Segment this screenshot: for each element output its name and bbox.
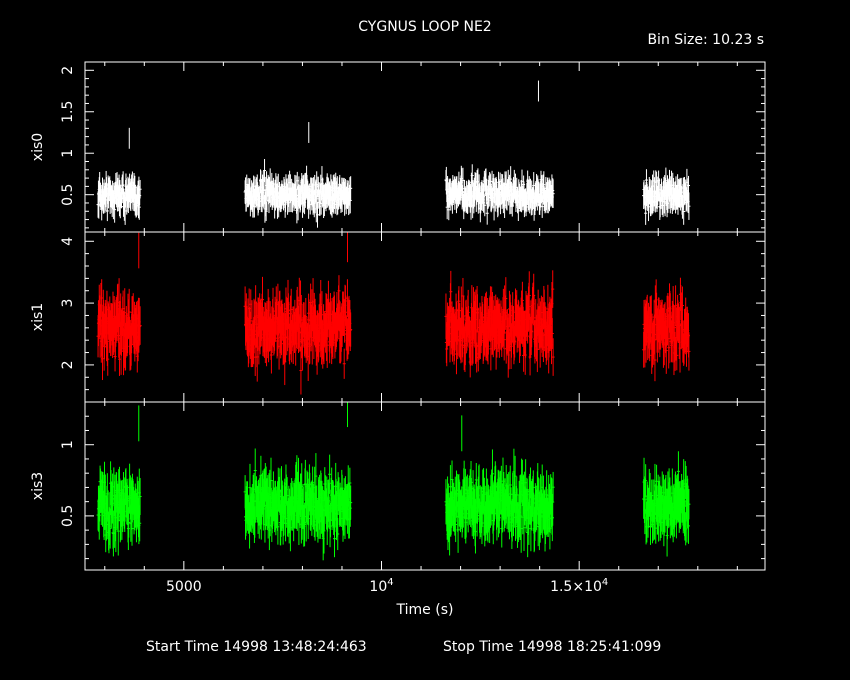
xis0-y-tick-label: 2 bbox=[60, 66, 76, 75]
xis0-y-tick-label: 0.5 bbox=[60, 184, 76, 206]
x-tick-label: 5000 bbox=[166, 579, 202, 595]
xis1-y-tick-label: 3 bbox=[60, 299, 76, 308]
x-tick-label: 104 bbox=[369, 577, 393, 595]
xis0-axis-label: xis0 bbox=[30, 133, 46, 161]
panels: 0.5 1 1.5 2 xis0 2 3 4 xis1 0.5 1 xis3 5000 104 1.5×10… bbox=[30, 61, 766, 595]
xis3-points bbox=[96, 402, 691, 561]
x-axis-label: Time (s) bbox=[396, 602, 454, 618]
start-time-label: Start Time 14998 13:48:24:463 bbox=[146, 639, 367, 655]
bin-size-label: Bin Size: 10.23 s bbox=[647, 32, 764, 48]
xis3-y-ticks bbox=[85, 415, 765, 560]
xis1-points bbox=[96, 232, 691, 395]
xis0-y-tick-label: 1.5 bbox=[60, 101, 76, 123]
stop-time-label: Stop Time 14998 18:25:41:099 bbox=[443, 639, 661, 655]
xis0-y-ticks bbox=[85, 69, 765, 229]
x-tick-label: 1.5×104 bbox=[550, 577, 608, 595]
xis1-x-ticks bbox=[104, 232, 738, 402]
chart-title: CYGNUS LOOP NE2 bbox=[358, 19, 491, 35]
xis3-frame bbox=[84, 401, 766, 571]
panel-xis3: 0.5 1 xis3 bbox=[30, 401, 766, 571]
xis3-axis-label: xis3 bbox=[30, 472, 46, 500]
xis0-y-tick-label: 1 bbox=[60, 149, 76, 158]
xis0-points bbox=[96, 80, 691, 228]
xis1-y-ticks bbox=[85, 240, 765, 391]
panel-xis1: 2 3 4 xis1 bbox=[30, 231, 766, 403]
xis0-x-ticks bbox=[104, 62, 738, 232]
xis3-y-tick-label: 1 bbox=[60, 440, 76, 449]
xis3-x-ticks bbox=[104, 402, 738, 570]
xis1-y-tick-label: 4 bbox=[60, 237, 76, 246]
panel-xis0: 0.5 1 1.5 2 xis0 bbox=[30, 61, 766, 233]
xis3-y-tick-label: 0.5 bbox=[60, 505, 76, 527]
xis1-y-tick-label: 2 bbox=[60, 360, 76, 369]
xis1-axis-label: xis1 bbox=[30, 303, 46, 331]
